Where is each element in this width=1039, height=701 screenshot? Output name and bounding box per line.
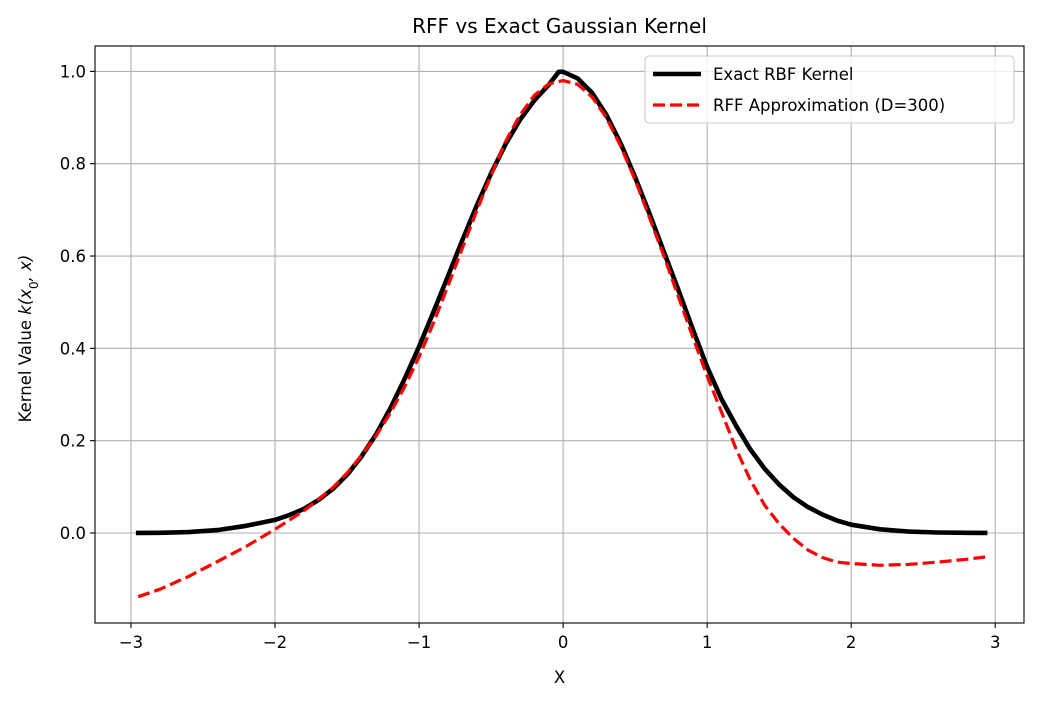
x-axis-title: X (554, 668, 565, 687)
y-tick-label: 0.2 (60, 432, 86, 451)
legend-box (644, 55, 1015, 124)
y-tick-label: 0.8 (60, 155, 86, 174)
x-tick-label: 0 (558, 633, 569, 652)
x-axis: −3 −2 −1 0 1 2 3 (119, 623, 1001, 652)
x-tick-label: 1 (702, 633, 713, 652)
y-axis-title-text: Kernel Value (16, 315, 35, 423)
legend-label: Exact RBF Kernel (713, 65, 853, 84)
x-tick-label: −2 (263, 633, 287, 652)
x-tick-label: 2 (846, 633, 857, 652)
y-tick-label: 0.6 (60, 247, 86, 266)
y-axis-title-math: k(x0, x) (16, 255, 41, 315)
y-tick-label: 1.0 (60, 62, 86, 81)
y-tick-label: 0.0 (60, 524, 86, 543)
chart-title: RFF vs Exact Gaussian Kernel (412, 14, 707, 38)
rff-approximation-line (137, 79, 986, 599)
x-tick-label: 3 (990, 633, 1001, 652)
grid (95, 46, 1024, 623)
y-tick-label: 0.4 (60, 339, 86, 358)
x-tick-label: −3 (119, 633, 143, 652)
y-axis: 0.0 0.2 0.4 0.6 0.8 1.0 (60, 62, 95, 543)
plot-lines (135, 69, 988, 599)
legend-label: RFF Approximation (D=300) (713, 96, 945, 115)
legend: Exact RBF Kernel RFF Approximation (D=300… (644, 55, 1015, 124)
y-axis-title: Kernel Value k(x0, x) (16, 255, 41, 423)
x-tick-label: −1 (407, 633, 431, 652)
plot-frame (94, 45, 1025, 624)
